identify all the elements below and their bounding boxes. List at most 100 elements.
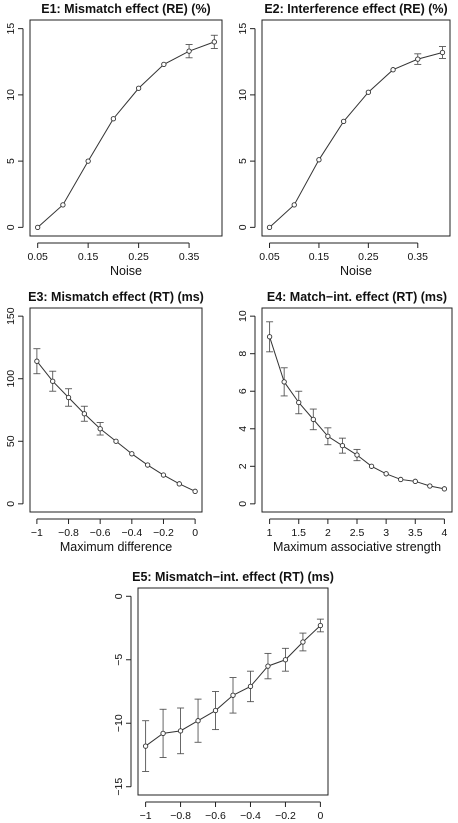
series-line bbox=[269, 336, 445, 490]
x-tick-label: −0.4 bbox=[240, 810, 261, 822]
x-tick-label: −1 bbox=[31, 527, 43, 539]
chart-panel-e4: E4: Match−int. effect (RT) (ms) 1 1.5 2 2.5 3… bbox=[237, 290, 453, 554]
data-point bbox=[60, 202, 66, 208]
x-tick-label: −0.8 bbox=[58, 527, 79, 539]
x-tick-label: −1 bbox=[140, 810, 152, 822]
data-point bbox=[383, 471, 389, 477]
data-point bbox=[195, 718, 201, 724]
x-tick-label: 0.15 bbox=[78, 251, 99, 263]
chart-title: E2: Interference effect (RE) (%) bbox=[264, 2, 447, 16]
plot-frame bbox=[29, 19, 223, 237]
y-tick-label: 10 bbox=[5, 89, 17, 101]
y-tick-label: −15 bbox=[113, 778, 125, 796]
y-tick-label: 5 bbox=[237, 158, 249, 164]
x-tick-label: 2.5 bbox=[350, 527, 365, 539]
x-tick-label: 0.05 bbox=[27, 251, 48, 263]
y-tick-label: 2 bbox=[237, 463, 249, 469]
data-point bbox=[398, 476, 404, 483]
chart-panel-e1: E1: Mismatch effect (RE) (%) 0.05 0.15 0.25… bbox=[5, 2, 223, 278]
x-axis-label: Maximum difference bbox=[60, 540, 172, 554]
series-line bbox=[36, 360, 196, 492]
y-tick-label: 15 bbox=[5, 23, 17, 35]
data-point bbox=[50, 378, 56, 384]
data-point bbox=[85, 158, 91, 164]
data-point bbox=[282, 657, 289, 663]
series-line bbox=[269, 52, 443, 228]
x-tick-label: 0 bbox=[317, 810, 323, 822]
data-point bbox=[340, 118, 347, 125]
chart-title: E5: Mismatch−int. effect (RT) (ms) bbox=[132, 570, 334, 584]
y-tick-label: 0 bbox=[5, 224, 17, 230]
x-tick-label: 1.5 bbox=[291, 527, 306, 539]
x-tick-label: −0.2 bbox=[153, 527, 174, 539]
data-point bbox=[265, 663, 271, 669]
data-point bbox=[35, 224, 41, 231]
y-tick-label: 0 bbox=[113, 593, 125, 599]
y-tick-label: −5 bbox=[113, 654, 125, 666]
data-point bbox=[160, 472, 167, 478]
plot-frame bbox=[261, 19, 451, 237]
data-point bbox=[177, 728, 184, 734]
y-tick-label: 6 bbox=[237, 388, 249, 394]
data-point bbox=[186, 48, 192, 54]
chart-panel-e3: E3: Mismatch effect (RT) (ms)−1 −0.8 −0.6−… bbox=[5, 290, 204, 554]
data-point bbox=[368, 463, 375, 469]
data-point bbox=[65, 394, 72, 401]
data-point bbox=[161, 61, 167, 68]
x-tick-label: −0.4 bbox=[121, 527, 142, 539]
data-point bbox=[390, 67, 396, 73]
x-tick-label: −0.6 bbox=[205, 810, 226, 822]
x-tick-label: 0 bbox=[192, 527, 198, 539]
data-point bbox=[110, 116, 117, 122]
x-axis-label: Noise bbox=[110, 264, 142, 278]
y-tick-label: 4 bbox=[237, 426, 249, 432]
data-point bbox=[266, 334, 273, 340]
data-point bbox=[129, 451, 135, 457]
y-tick-label: 100 bbox=[5, 370, 17, 388]
x-tick-label: 3 bbox=[383, 527, 389, 539]
y-tick-label: 15 bbox=[237, 23, 249, 35]
x-tick-label: 0.05 bbox=[259, 251, 280, 263]
x-tick-label: 1 bbox=[267, 527, 273, 539]
data-point bbox=[135, 85, 142, 91]
data-point bbox=[230, 692, 236, 698]
series-line bbox=[37, 41, 215, 228]
data-point bbox=[192, 488, 198, 494]
x-tick-label: 0.25 bbox=[358, 251, 379, 263]
data-point bbox=[211, 39, 217, 45]
data-point bbox=[441, 486, 448, 492]
data-point bbox=[113, 438, 119, 444]
data-point bbox=[176, 481, 182, 487]
y-tick-label: 5 bbox=[5, 158, 17, 164]
x-tick-label: 0.15 bbox=[309, 251, 330, 263]
data-point bbox=[325, 433, 331, 439]
chart-title: E4: Match−int. effect (RT) (ms) bbox=[267, 290, 447, 304]
data-point bbox=[300, 639, 306, 645]
data-point bbox=[439, 49, 446, 56]
x-tick-label: 0.35 bbox=[179, 251, 200, 263]
x-tick-label: −0.2 bbox=[275, 810, 296, 822]
x-tick-label: 0.25 bbox=[128, 251, 149, 263]
y-tick-label: 150 bbox=[5, 307, 17, 325]
data-point bbox=[415, 56, 421, 62]
x-tick-label: −0.6 bbox=[90, 527, 111, 539]
data-point bbox=[81, 411, 88, 417]
x-tick-label: −0.8 bbox=[170, 810, 191, 822]
x-tick-label: 3.5 bbox=[408, 527, 423, 539]
data-point bbox=[97, 426, 103, 432]
plot-frame bbox=[137, 587, 329, 796]
y-tick-label: −10 bbox=[113, 714, 125, 732]
data-point bbox=[144, 462, 151, 468]
data-point bbox=[266, 224, 273, 231]
data-point bbox=[354, 452, 360, 458]
y-tick-label: 10 bbox=[237, 89, 249, 101]
plot-frame bbox=[29, 307, 203, 513]
y-tick-label: 0 bbox=[237, 501, 249, 507]
x-tick-label: 0.35 bbox=[408, 251, 429, 263]
data-point bbox=[317, 622, 324, 629]
y-tick-label: 50 bbox=[5, 435, 17, 447]
data-point bbox=[316, 157, 322, 163]
data-point bbox=[339, 443, 346, 449]
data-point bbox=[296, 399, 302, 406]
